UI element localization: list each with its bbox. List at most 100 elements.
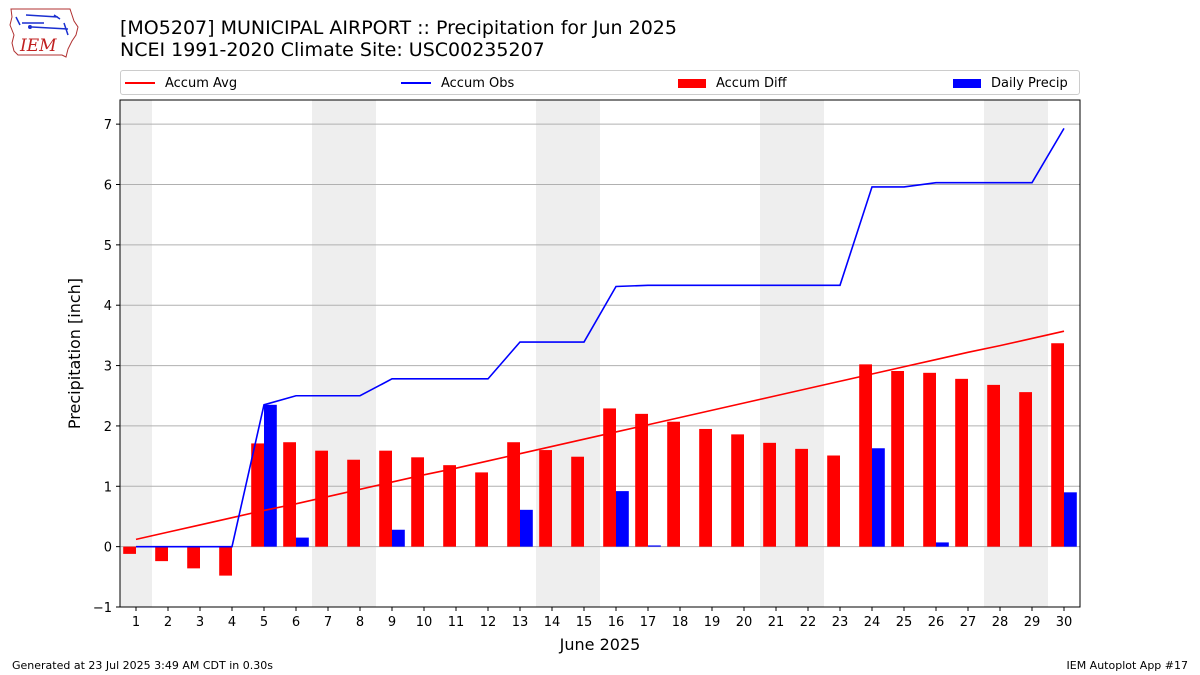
weekend-shade-day-1 <box>120 100 152 607</box>
accum-diff-bar <box>411 457 424 547</box>
legend-swatch-accum-diff <box>678 78 706 88</box>
accum-diff-bar <box>667 421 680 547</box>
accum-diff-bar <box>507 442 520 547</box>
accum-diff-bar <box>859 364 872 547</box>
x-tick-label: 25 <box>896 615 913 630</box>
y-tick-label: 1 <box>104 480 112 495</box>
logo-text: IEM <box>19 36 57 56</box>
lines <box>135 127 1065 548</box>
legend-label-accum-diff: Accum Diff <box>716 75 787 91</box>
y-tick-label: 2 <box>104 420 112 435</box>
x-tick-label: 28 <box>992 615 1009 630</box>
x-tick-label: 9 <box>388 615 396 630</box>
accum-diff-bar <box>699 428 712 547</box>
legend-item-accum-diff: Accum Diff <box>678 74 787 92</box>
daily-precip-bar <box>520 509 533 547</box>
accum-diff-bar <box>1019 392 1032 547</box>
iem-iowa-logo-icon: IEM <box>9 8 79 58</box>
daily-precip-bar <box>264 404 277 547</box>
accum-diff-bar <box>603 408 616 547</box>
chart-subtitle: NCEI 1991-2020 Climate Site: USC00235207 <box>120 39 545 61</box>
accum-diff-bar <box>443 465 456 547</box>
y-tick-label: 7 <box>104 118 112 133</box>
x-tick-label: 20 <box>736 615 753 630</box>
x-tick-label: 11 <box>448 615 465 630</box>
x-tick-label: 22 <box>800 615 817 630</box>
x-tick-label: 10 <box>416 615 433 630</box>
footer-app: IEM Autoplot App #17 <box>1066 659 1189 672</box>
daily-precip-bar <box>936 542 949 547</box>
legend-item-accum-obs: Accum Obs <box>401 74 514 92</box>
accum-diff-bar <box>891 371 904 547</box>
legend-swatch-accum-obs <box>401 82 431 84</box>
accum-diff-bar <box>155 546 168 562</box>
x-axis-label: June 2025 <box>559 635 641 654</box>
accum-diff-bar <box>251 443 264 547</box>
accum-diff-bar <box>571 456 584 547</box>
y-tick-label: 6 <box>104 179 112 194</box>
legend-item-accum-avg: Accum Avg <box>125 74 237 92</box>
legend-label-daily-precip: Daily Precip <box>991 75 1068 91</box>
x-tick-label: 6 <box>292 615 300 630</box>
y-tick-label: −1 <box>93 601 112 616</box>
x-tick-label: 4 <box>228 615 236 630</box>
y-axis-label: Precipitation [inch] <box>65 278 84 429</box>
x-tick-label: 3 <box>196 615 204 630</box>
accum-avg-line <box>135 330 1065 541</box>
legend-label-accum-obs: Accum Obs <box>441 75 515 91</box>
accum-diff-bar <box>539 450 552 547</box>
accum-diff-bar <box>1051 343 1064 547</box>
x-tick-label: 17 <box>640 615 657 630</box>
accum-diff-bar <box>923 372 936 547</box>
legend: Accum Avg Accum Obs Accum Diff Daily Pre… <box>120 70 1080 95</box>
daily-precip-bar <box>872 448 885 547</box>
x-tick-label: 30 <box>1056 615 1073 630</box>
y-tick-label: 4 <box>104 299 112 314</box>
accum-diff-bar <box>283 442 296 547</box>
daily-precip-bar <box>296 537 309 547</box>
legend-item-daily-precip: Daily Precip <box>953 74 1068 92</box>
legend-swatch-daily-precip <box>953 78 981 88</box>
daily-precip-bar <box>392 529 405 547</box>
plot-frame <box>119 99 1081 608</box>
x-tick-label: 8 <box>356 615 364 630</box>
accum-diff-bar <box>731 434 744 547</box>
daily-precip-bar <box>616 491 629 547</box>
accum-obs-line <box>136 127 1065 548</box>
footer-generated: Generated at 23 Jul 2025 3:49 AM CDT in … <box>12 659 273 672</box>
x-tick-label: 29 <box>1024 615 1041 630</box>
chart-title: [MO5207] MUNICIPAL AIRPORT :: Precipitat… <box>120 17 677 39</box>
legend-swatch-accum-avg <box>125 82 155 84</box>
x-tick-label: 7 <box>324 615 332 630</box>
x-tick-label: 23 <box>832 615 849 630</box>
x-tick-label: 12 <box>480 615 497 630</box>
x-tick-label: 1 <box>132 615 140 630</box>
x-tick-label: 24 <box>864 615 881 630</box>
x-tick-label: 15 <box>576 615 593 630</box>
x-tick-label: 5 <box>260 615 268 630</box>
accum-diff-bar <box>763 442 776 547</box>
x-tick-label: 18 <box>672 615 689 630</box>
accum-diff-bar <box>827 455 840 547</box>
accum-diff-bar <box>123 546 136 554</box>
accum-diff-bar <box>187 546 200 569</box>
daily-precip-bar <box>1064 492 1077 547</box>
accum-diff-bar <box>795 448 808 547</box>
accum-diff-bar <box>379 450 392 547</box>
y-tick-label: 3 <box>104 360 112 375</box>
y-tick-label: 5 <box>104 239 112 254</box>
accum-diff-bar <box>219 546 232 576</box>
accum-diff-bar <box>955 378 968 547</box>
x-tick-label: 21 <box>768 615 785 630</box>
accum-diff-bar <box>347 459 360 547</box>
y-tick-label: 0 <box>104 541 112 556</box>
x-tick-label: 13 <box>512 615 529 630</box>
x-tick-label: 19 <box>704 615 721 630</box>
x-tick-label: 26 <box>928 615 945 630</box>
daily-precip-bar <box>648 545 661 547</box>
legend-label-accum-avg: Accum Avg <box>165 75 238 91</box>
accum-diff-bar <box>475 472 488 547</box>
x-tick-label: 2 <box>164 615 172 630</box>
